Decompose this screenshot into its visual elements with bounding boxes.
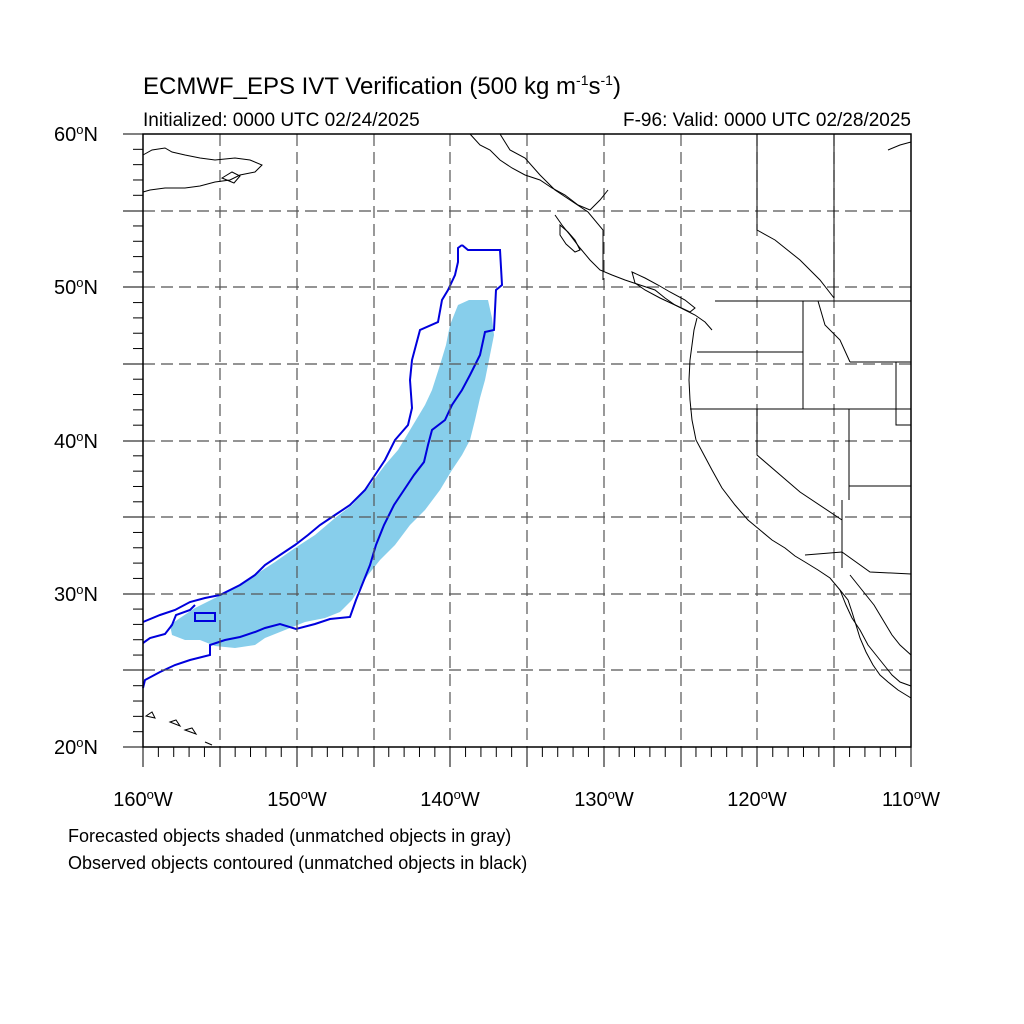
coastlines — [142, 133, 912, 746]
degree-symbol: o — [76, 122, 84, 137]
lat-label-hemisphere: N — [83, 124, 98, 146]
lat-label-number: 40 — [54, 431, 77, 453]
axis-ticks — [123, 133, 912, 767]
valid-time-label: F-96: Valid: 0000 UTC 02/28/2025 — [623, 110, 911, 131]
alaska-peninsula-coast — [142, 147, 263, 193]
lat-label-30n: 30oN — [54, 582, 98, 607]
hudson-coast-ne — [887, 141, 912, 151]
vancouver-island — [631, 271, 696, 313]
graticule — [143, 134, 911, 747]
lat-label-number: 50 — [54, 277, 77, 299]
degree-symbol: o — [76, 735, 84, 750]
lon-label-number: 140 — [420, 789, 454, 811]
us-west-coast — [688, 317, 912, 699]
lon-label-hemisphere: W — [307, 789, 327, 811]
canada-province-border — [756, 134, 835, 299]
chart-title: ECMWF_EPS IVT Verification (500 kg m-1s-… — [143, 72, 621, 101]
title-exponent-2: -1 — [600, 72, 613, 88]
lon-label-number: 120 — [727, 789, 761, 811]
lat-label-40n: 40oN — [54, 429, 98, 454]
hawaii-islands — [144, 711, 213, 746]
degree-symbol: o — [76, 429, 84, 444]
lon-label-110w: 110oW — [882, 787, 940, 812]
wyoming-border — [895, 362, 911, 426]
lon-label-140w: 140oW — [420, 787, 480, 812]
degree-symbol: o — [76, 582, 84, 597]
lon-label-number: 160 — [113, 789, 147, 811]
political-boundaries — [690, 134, 912, 575]
degree-symbol: o — [300, 787, 308, 802]
baja-peninsula — [839, 589, 912, 687]
lat-label-20n: 20oN — [54, 735, 98, 760]
lon-label-hemisphere: W — [153, 789, 173, 811]
degree-symbol: o — [76, 275, 84, 290]
lon-label-150w: 150oW — [267, 787, 327, 812]
lat-label-hemisphere: N — [83, 431, 98, 453]
us-mexico-border — [804, 551, 912, 575]
lon-label-number: 130 — [574, 789, 608, 811]
lon-label-number: 110 — [881, 789, 914, 811]
california-nevada-border — [756, 409, 843, 521]
lon-label-hemisphere: W — [614, 789, 634, 811]
observed-object-main — [142, 244, 504, 689]
lat-label-60n: 60oN — [54, 122, 98, 147]
lat-label-number: 20 — [54, 737, 77, 759]
lon-label-160w: 160oW — [113, 787, 173, 812]
lon-label-hemisphere: W — [460, 789, 480, 811]
lat-label-hemisphere: N — [83, 737, 98, 759]
lat-label-hemisphere: N — [83, 277, 98, 299]
observed-object-south-edge — [142, 604, 196, 644]
title-close: ) — [612, 73, 621, 100]
lat-label-number: 60 — [54, 124, 77, 146]
degree-symbol: o — [760, 787, 768, 802]
alaska-panhandle-border — [499, 133, 604, 280]
title-exponent-1: -1 — [576, 72, 589, 88]
gulf-of-california-coast — [849, 574, 912, 656]
lon-label-hemisphere: W — [767, 789, 787, 811]
observed-object-north-edge — [142, 244, 463, 623]
lon-label-120w: 120oW — [727, 787, 787, 812]
degree-symbol: o — [146, 787, 154, 802]
title-unit-s: s — [588, 73, 601, 100]
queen-charlotte-islands — [559, 223, 581, 253]
kodiak-island — [220, 171, 241, 184]
lon-label-number: 150 — [267, 789, 301, 811]
lat-label-number: 30 — [54, 584, 77, 606]
forecast-legend-note: Forecasted objects shaded (unmatched obj… — [68, 826, 512, 846]
degree-symbol: o — [453, 787, 461, 802]
minor-ticks — [133, 148, 897, 757]
title-text: ECMWF_EPS IVT Verification (500 kg m — [143, 73, 577, 100]
degree-symbol: o — [913, 787, 922, 802]
initialized-label: Initialized: 0000 UTC 02/24/2025 — [143, 110, 420, 131]
gulf-of-alaska-coast — [469, 133, 609, 211]
degree-symbol: o — [607, 787, 615, 802]
lat-label-50n: 50oN — [54, 275, 98, 300]
observed-legend-note: Observed objects contoured (unmatched ob… — [68, 853, 528, 873]
idaho-montana-border — [817, 300, 851, 363]
lon-label-hemisphere: W — [921, 789, 941, 811]
lon-label-130w: 130oW — [574, 787, 634, 812]
observed-ivt-contours — [142, 244, 504, 689]
observed-object-inner-loop — [194, 612, 216, 622]
lat-label-hemisphere: N — [83, 584, 98, 606]
